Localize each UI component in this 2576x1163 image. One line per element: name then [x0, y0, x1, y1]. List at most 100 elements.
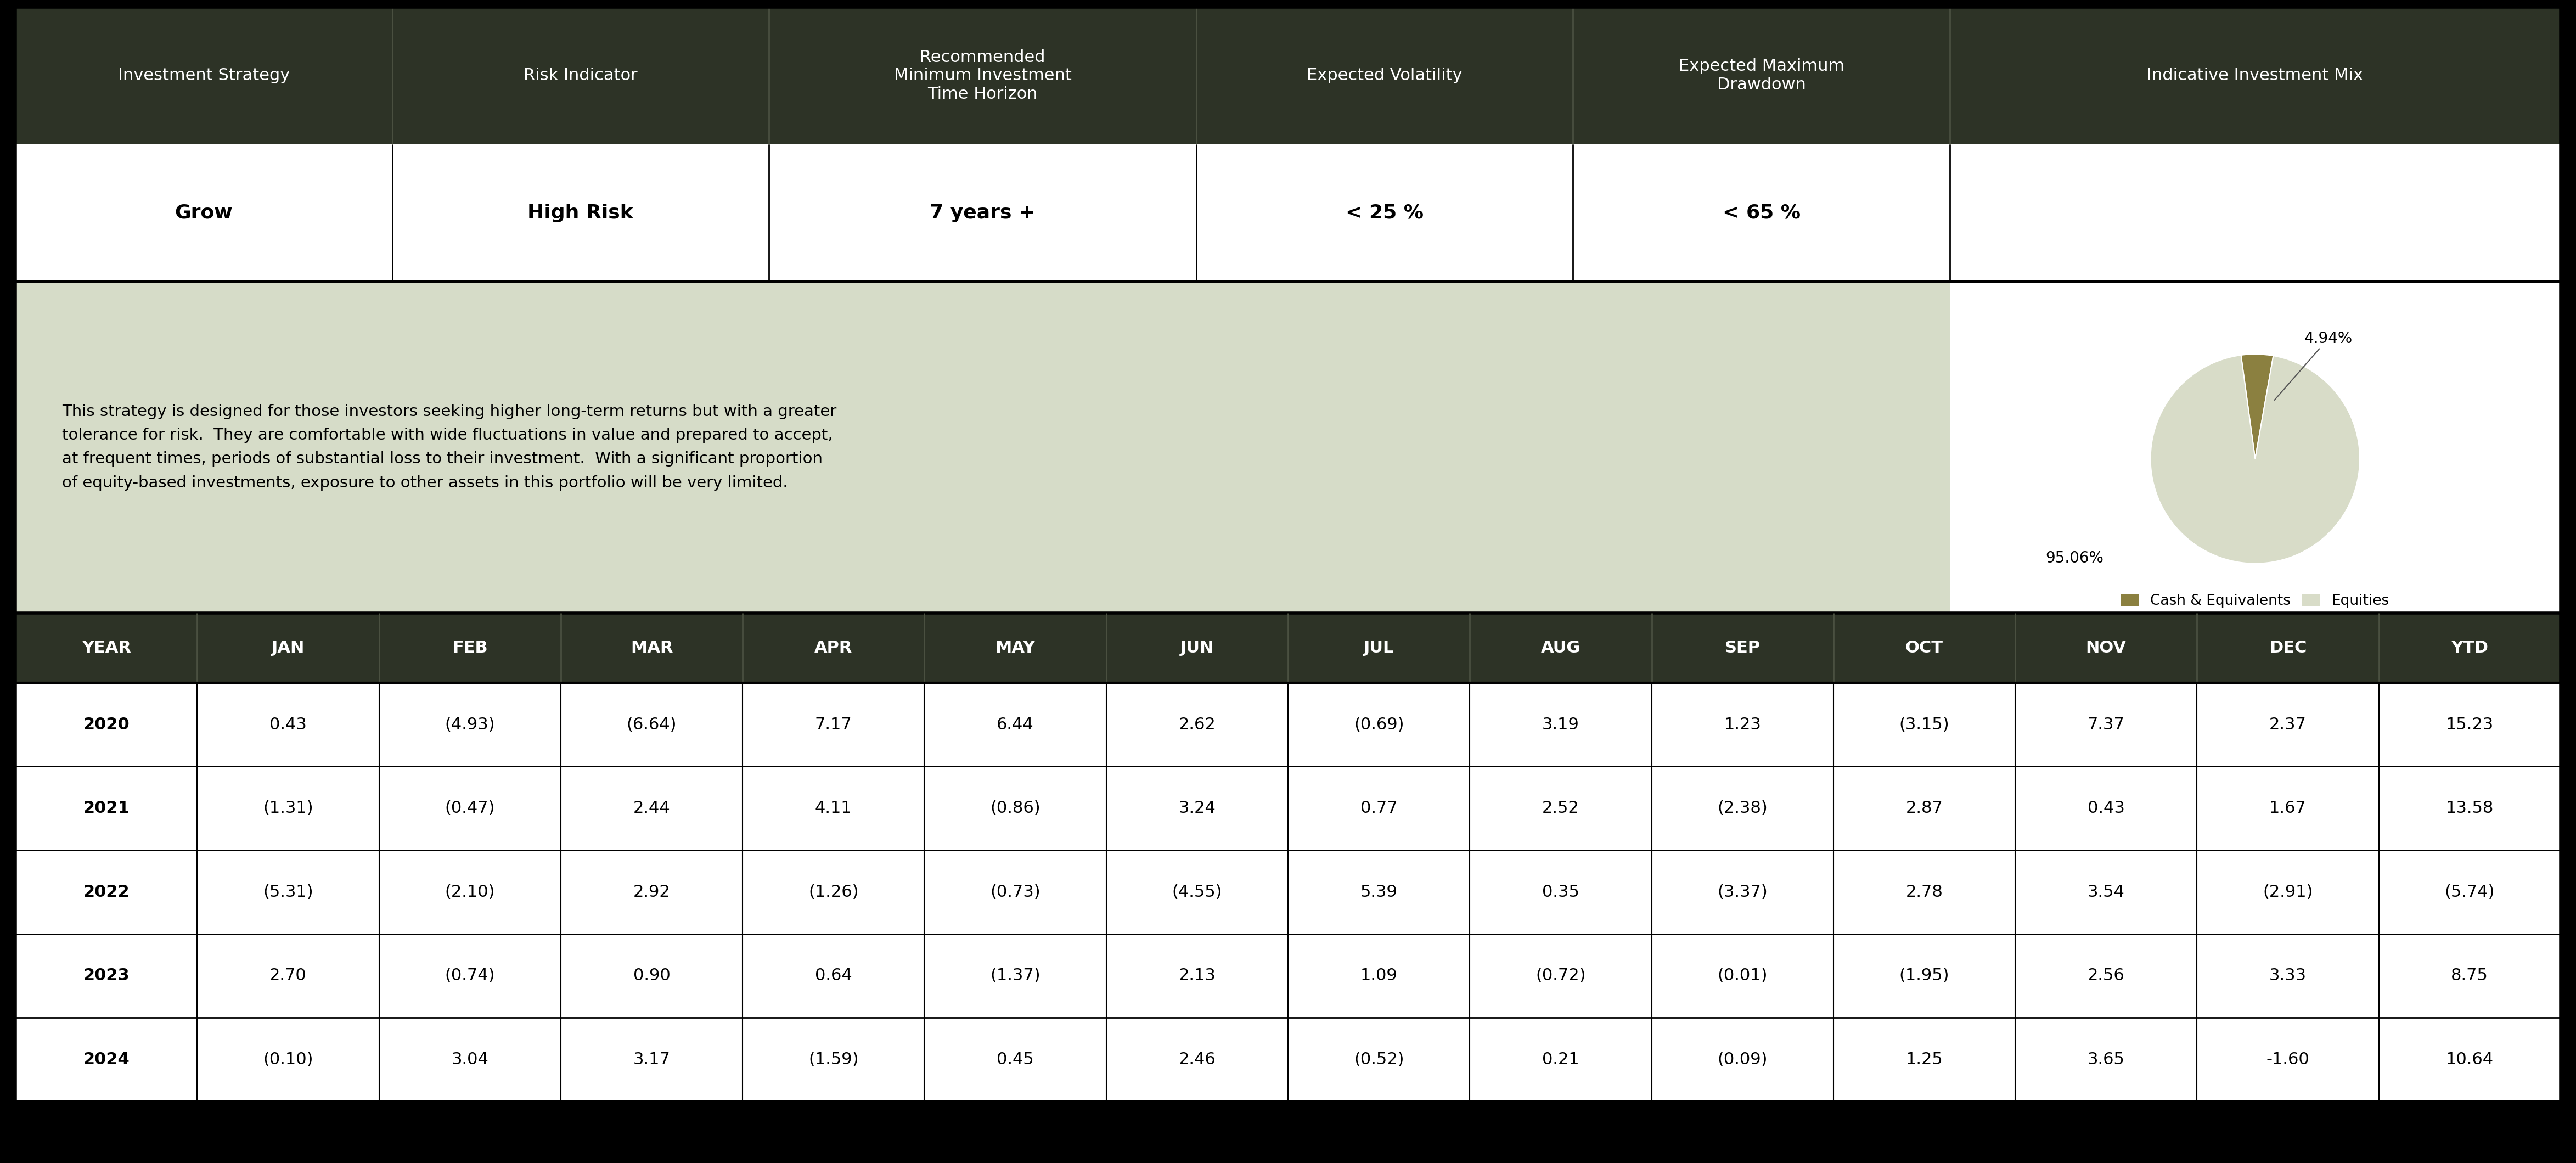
Text: 3.54: 3.54	[2087, 884, 2125, 900]
Text: 2.52: 2.52	[1543, 800, 1579, 816]
Bar	[15, 683, 2561, 766]
Text: (3.37): (3.37)	[1718, 884, 1767, 900]
Text: (0.01): (0.01)	[1718, 968, 1767, 984]
Text: (5.74): (5.74)	[2445, 884, 2494, 900]
Text: 3.19: 3.19	[1543, 716, 1579, 733]
Text: Risk Indicator: Risk Indicator	[523, 67, 636, 84]
Text: -1.60: -1.60	[2267, 1051, 2311, 1068]
Text: Expected Volatility: Expected Volatility	[1306, 67, 1463, 84]
Text: 3.65: 3.65	[2087, 1051, 2125, 1068]
Text: 0.43: 0.43	[270, 716, 307, 733]
Text: JUN: JUN	[1180, 640, 1213, 656]
Text: (3.15): (3.15)	[1899, 716, 1950, 733]
Bar	[15, 934, 2561, 1018]
Text: Grow: Grow	[175, 204, 232, 222]
Text: (2.38): (2.38)	[1718, 800, 1767, 816]
Text: 2024: 2024	[82, 1051, 129, 1068]
Text: Investment Strategy: Investment Strategy	[118, 67, 289, 84]
Text: 3.04: 3.04	[451, 1051, 489, 1068]
Text: 7.17: 7.17	[814, 716, 853, 733]
Text: 2.56: 2.56	[2087, 968, 2125, 984]
Text: 95.06%: 95.06%	[2045, 550, 2105, 566]
Text: (1.95): (1.95)	[1899, 968, 1950, 984]
Text: 15.23: 15.23	[2445, 716, 2494, 733]
Bar	[15, 613, 2561, 683]
Text: 1.25: 1.25	[1906, 1051, 1942, 1068]
Text: 0.45: 0.45	[997, 1051, 1033, 1068]
Text: YEAR: YEAR	[82, 640, 131, 656]
Text: Indicative Investment Mix: Indicative Investment Mix	[2146, 67, 2362, 84]
Text: (5.31): (5.31)	[263, 884, 314, 900]
Text: Recommended
Minimum Investment
Time Horizon: Recommended Minimum Investment Time Hori…	[894, 49, 1072, 102]
Text: 0.64: 0.64	[814, 968, 853, 984]
Wedge shape	[2241, 355, 2272, 458]
Text: NOV: NOV	[2087, 640, 2125, 656]
Text: 2023: 2023	[82, 968, 129, 984]
Text: (1.31): (1.31)	[263, 800, 314, 816]
Text: (0.69): (0.69)	[1355, 716, 1404, 733]
Bar	[1950, 281, 2561, 613]
Text: 1.23: 1.23	[1723, 716, 1762, 733]
Text: 2.44: 2.44	[634, 800, 670, 816]
Text: MAY: MAY	[994, 640, 1036, 656]
Text: JAN: JAN	[270, 640, 304, 656]
Text: (0.09): (0.09)	[1718, 1051, 1767, 1068]
Text: 3.17: 3.17	[634, 1051, 670, 1068]
Text: 2.37: 2.37	[2269, 716, 2306, 733]
Text: 2.78: 2.78	[1906, 884, 1942, 900]
Text: (0.73): (0.73)	[989, 884, 1041, 900]
Text: (0.72): (0.72)	[1535, 968, 1587, 984]
Text: (0.86): (0.86)	[989, 800, 1041, 816]
Bar	[15, 1018, 2561, 1101]
Text: (6.64): (6.64)	[626, 716, 677, 733]
Text: 10.64: 10.64	[2445, 1051, 2494, 1068]
Text: JUL: JUL	[1363, 640, 1394, 656]
Text: 2.62: 2.62	[1177, 716, 1216, 733]
Text: 2.46: 2.46	[1177, 1051, 1216, 1068]
Text: (2.10): (2.10)	[446, 884, 495, 900]
Text: This strategy is designed for those investors seeking higher long-term returns b: This strategy is designed for those inve…	[62, 404, 837, 491]
Bar	[15, 144, 2561, 281]
Text: 0.90: 0.90	[634, 968, 670, 984]
Text: (0.52): (0.52)	[1355, 1051, 1404, 1068]
Text: 7 years +: 7 years +	[930, 204, 1036, 222]
Text: < 25 %: < 25 %	[1345, 204, 1425, 222]
Text: (4.93): (4.93)	[446, 716, 495, 733]
Text: (4.55): (4.55)	[1172, 884, 1221, 900]
Text: 13.58: 13.58	[2445, 800, 2494, 816]
Text: 5.39: 5.39	[1360, 884, 1399, 900]
Text: 7.37: 7.37	[2087, 716, 2125, 733]
Text: AUG: AUG	[1540, 640, 1582, 656]
Bar	[15, 850, 2561, 934]
Wedge shape	[2151, 355, 2360, 563]
Bar	[15, 7, 2561, 144]
Text: Expected Maximum
Drawdown: Expected Maximum Drawdown	[1680, 58, 1844, 93]
Text: 0.77: 0.77	[1360, 800, 1399, 816]
Text: 6.44: 6.44	[997, 716, 1033, 733]
Text: 0.43: 0.43	[2087, 800, 2125, 816]
Text: SEP: SEP	[1726, 640, 1759, 656]
Text: (0.47): (0.47)	[446, 800, 495, 816]
Text: APR: APR	[814, 640, 853, 656]
Text: (1.59): (1.59)	[809, 1051, 858, 1068]
Text: (2.91): (2.91)	[2262, 884, 2313, 900]
Text: 4.11: 4.11	[814, 800, 853, 816]
Text: (0.10): (0.10)	[263, 1051, 314, 1068]
Bar	[15, 766, 2561, 850]
Text: 2020: 2020	[82, 716, 129, 733]
Text: FEB: FEB	[453, 640, 487, 656]
Text: 2022: 2022	[82, 884, 129, 900]
Text: 3.33: 3.33	[2269, 968, 2306, 984]
Text: 2.92: 2.92	[634, 884, 670, 900]
Text: (1.26): (1.26)	[809, 884, 858, 900]
Text: 1.67: 1.67	[2269, 800, 2306, 816]
Legend: Cash & Equivalents, Equities: Cash & Equivalents, Equities	[2115, 588, 2396, 614]
Text: 2.70: 2.70	[270, 968, 307, 984]
Text: 2.87: 2.87	[1906, 800, 1942, 816]
Text: 2021: 2021	[82, 800, 129, 816]
Text: 3.24: 3.24	[1177, 800, 1216, 816]
Text: 0.35: 0.35	[1543, 884, 1579, 900]
Text: OCT: OCT	[1906, 640, 1942, 656]
Text: 1.09: 1.09	[1360, 968, 1399, 984]
Text: YTD: YTD	[2450, 640, 2488, 656]
